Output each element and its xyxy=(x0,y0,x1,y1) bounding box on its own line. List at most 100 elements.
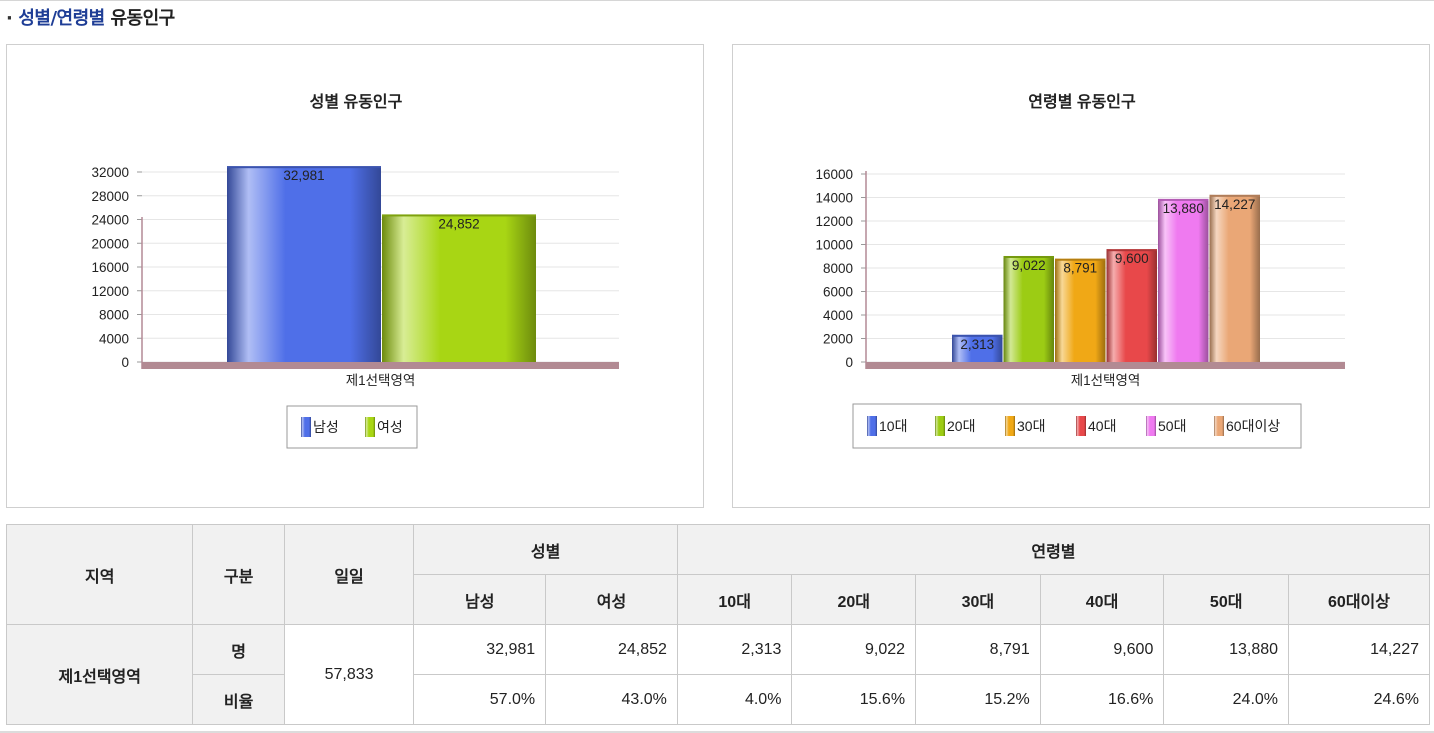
cell-ratio-10: 4.0% xyxy=(676,674,793,725)
bar xyxy=(952,334,1003,362)
legend-label: 남성 xyxy=(313,419,339,435)
cell-count-50: 13,880 xyxy=(1163,624,1290,675)
header-age-30: 30대 xyxy=(915,574,1041,625)
bar-top-edge xyxy=(227,166,381,169)
header-age-50: 50대 xyxy=(1163,574,1290,625)
y-tick-label: 2000 xyxy=(823,332,853,347)
y-tick-label: 32000 xyxy=(91,165,129,180)
cell-ratio-female: 43.0% xyxy=(545,674,678,725)
y-tick-label: 4000 xyxy=(823,308,853,323)
top-divider xyxy=(0,0,1434,1)
legend-swatch xyxy=(1005,416,1015,436)
gender-chart: 성별 유동인구 0 4000 8000 12000 16000 20000 24000 2800… xyxy=(91,93,619,449)
legend-label: 20대 xyxy=(947,418,975,434)
section-title-highlight: 성별/연령별 xyxy=(18,8,105,29)
data-label: 32,981 xyxy=(283,168,324,183)
header-female: 여성 xyxy=(545,574,678,625)
y-tick-label: 16000 xyxy=(91,260,129,275)
data-label: 2,313 xyxy=(960,337,994,352)
header-gender-group: 성별 xyxy=(413,524,678,575)
table-header-row-1: 지역 구분 일일 성별 연령별 xyxy=(5,524,1431,625)
bar-top-edge xyxy=(1055,258,1106,261)
cell-ratio-40: 16.6% xyxy=(1039,674,1165,725)
table-row-ratio: 비율 57.0% 43.0% 4.0% 15.6% 15.2% 16.6% 24… xyxy=(7,674,1430,725)
chart-title: 연령별 유동인구 xyxy=(1028,92,1136,111)
bar xyxy=(1055,258,1106,362)
legend-label: 30대 xyxy=(1017,418,1045,434)
bar xyxy=(1209,194,1260,362)
data-label: 9,022 xyxy=(1012,258,1046,273)
y-tick-label: 8000 xyxy=(99,308,129,323)
cell-label-ratio: 비율 xyxy=(192,674,285,725)
bar-top-edge xyxy=(1106,249,1157,252)
y-tick-label: 14000 xyxy=(815,191,853,206)
section-title-rest: 유동인구 xyxy=(104,8,175,29)
y-tick-label: 10000 xyxy=(815,238,853,253)
data-label: 13,880 xyxy=(1163,201,1204,216)
bar-top-edge xyxy=(952,334,1003,337)
y-tick-label: 16000 xyxy=(815,167,853,182)
data-label: 8,791 xyxy=(1063,261,1097,276)
legend-label: 50대 xyxy=(1158,418,1186,434)
header-age-60plus: 60대이상 xyxy=(1288,574,1430,625)
bar xyxy=(1003,255,1054,362)
bar xyxy=(382,214,536,362)
bar-top-edge xyxy=(1209,194,1260,197)
bottom-divider xyxy=(0,731,1434,733)
x-category-label: 제1선택영역 xyxy=(346,373,416,388)
x-category-label: 제1선택영역 xyxy=(1071,373,1141,388)
y-tick-label: 0 xyxy=(845,355,853,370)
cell-count-30: 8,791 xyxy=(915,624,1041,675)
header-male: 남성 xyxy=(413,574,547,625)
gender-chart-panel: 성별 유동인구 0 4000 8000 12000 16000 20000 24000 2800… xyxy=(6,44,704,508)
data-label: 14,227 xyxy=(1214,197,1255,212)
y-tick-label: 24000 xyxy=(91,213,129,228)
cell-count-20: 9,022 xyxy=(791,624,917,675)
age-chart: 연령별 유동인구 0 2000 4000 6000 8000 10000 12000 14000… xyxy=(815,92,1345,449)
bar xyxy=(227,166,381,362)
cell-daily: 57,833 xyxy=(283,624,415,725)
cell-ratio-50: 24.0% xyxy=(1163,674,1290,725)
population-table: 지역 구분 일일 성별 연령별 남성 여성 10대 20대 30대 40대 50… xyxy=(5,524,1431,725)
section-title: · 성별/연령별 유동인구 xyxy=(6,4,175,30)
legend-swatch xyxy=(365,417,375,437)
bar-top-edge xyxy=(1158,198,1209,201)
age-chart-panel: 연령별 유동인구 0 2000 4000 6000 8000 10000 12000 14000… xyxy=(732,44,1430,508)
cell-region: 제1선택영역 xyxy=(5,624,194,725)
bar xyxy=(1106,249,1157,362)
legend-swatch xyxy=(1076,416,1086,436)
y-tick-label: 4000 xyxy=(99,331,129,346)
cell-count-10: 2,313 xyxy=(676,624,793,675)
legend-swatch xyxy=(1214,416,1224,436)
header-age-40: 40대 xyxy=(1039,574,1165,625)
y-tick-label: 0 xyxy=(121,355,129,370)
x-axis-base xyxy=(142,362,619,369)
y-tick-label: 8000 xyxy=(823,261,853,276)
legend-label: 여성 xyxy=(377,419,403,435)
chart-title: 성별 유동인구 xyxy=(310,93,403,111)
cell-label-count: 명 xyxy=(192,624,285,675)
table-row-count: 제1선택영역 명 57,833 32,981 24,852 2,313 9,02… xyxy=(5,624,1430,725)
y-tick-label: 20000 xyxy=(91,236,129,251)
cell-ratio-30: 15.2% xyxy=(915,674,1041,725)
legend-swatch xyxy=(1146,416,1156,436)
header-age-10: 10대 xyxy=(676,574,793,625)
data-label: 24,852 xyxy=(438,216,479,231)
cell-ratio-60plus: 24.6% xyxy=(1288,674,1430,725)
cell-count-female: 24,852 xyxy=(545,624,678,675)
legend-label: 60대이상 xyxy=(1226,418,1280,434)
header-region: 지역 xyxy=(5,524,194,625)
cell-ratio-20: 15.6% xyxy=(791,674,917,725)
bar xyxy=(1158,198,1209,362)
cell-ratio-male: 57.0% xyxy=(413,674,547,725)
bar-top-edge xyxy=(382,214,536,217)
y-tick-label: 12000 xyxy=(815,214,853,229)
y-tick-label: 6000 xyxy=(823,285,853,300)
header-age-20: 20대 xyxy=(791,574,917,625)
y-tick-label: 28000 xyxy=(91,189,129,204)
x-axis-base xyxy=(866,362,1345,369)
cell-count-male: 32,981 xyxy=(413,624,547,675)
bar-top-edge xyxy=(1003,255,1054,258)
legend-label: 10대 xyxy=(879,418,907,434)
cell-count-40: 9,600 xyxy=(1039,624,1165,675)
